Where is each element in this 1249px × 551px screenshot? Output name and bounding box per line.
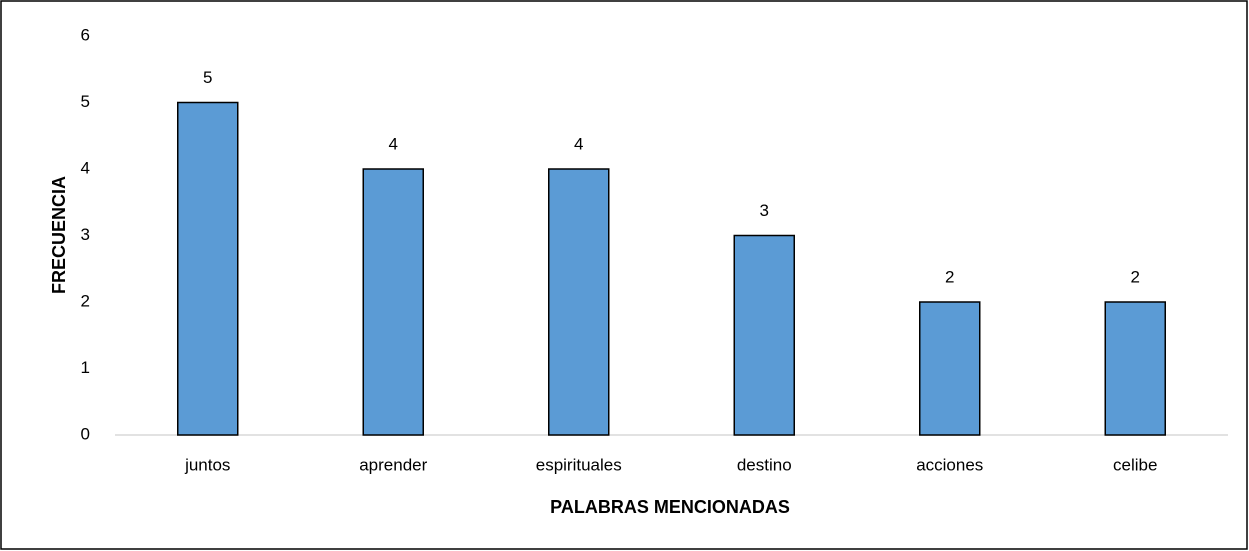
data-label: 3 (760, 201, 769, 220)
x-tick-label: juntos (184, 455, 230, 474)
data-label: 4 (574, 134, 583, 153)
y-tick-label: 2 (81, 291, 90, 310)
y-tick-label: 5 (81, 92, 90, 111)
x-tick-label: celibe (1113, 455, 1157, 474)
x-tick-label: acciones (916, 455, 983, 474)
y-tick-label: 0 (81, 424, 90, 443)
y-tick-label: 1 (81, 358, 90, 377)
y-axis-title: FRECUENCIA (49, 176, 69, 294)
bar (1104, 301, 1166, 436)
bar (919, 301, 981, 436)
y-tick-label: 3 (81, 225, 90, 244)
y-tick-label: 6 (81, 25, 90, 44)
x-axis-title: PALABRAS MENCIONADAS (550, 497, 790, 517)
bar (548, 168, 610, 436)
data-label: 5 (203, 68, 212, 87)
x-tick-label: espirituales (536, 455, 622, 474)
x-tick-label: aprender (359, 455, 427, 474)
bar (362, 168, 424, 436)
y-tick-label: 4 (81, 158, 90, 177)
bar (177, 101, 239, 436)
bar (733, 234, 795, 436)
data-label: 2 (1131, 267, 1140, 286)
x-tick-label: destino (737, 455, 792, 474)
data-label: 2 (945, 267, 954, 286)
data-label: 4 (389, 134, 398, 153)
